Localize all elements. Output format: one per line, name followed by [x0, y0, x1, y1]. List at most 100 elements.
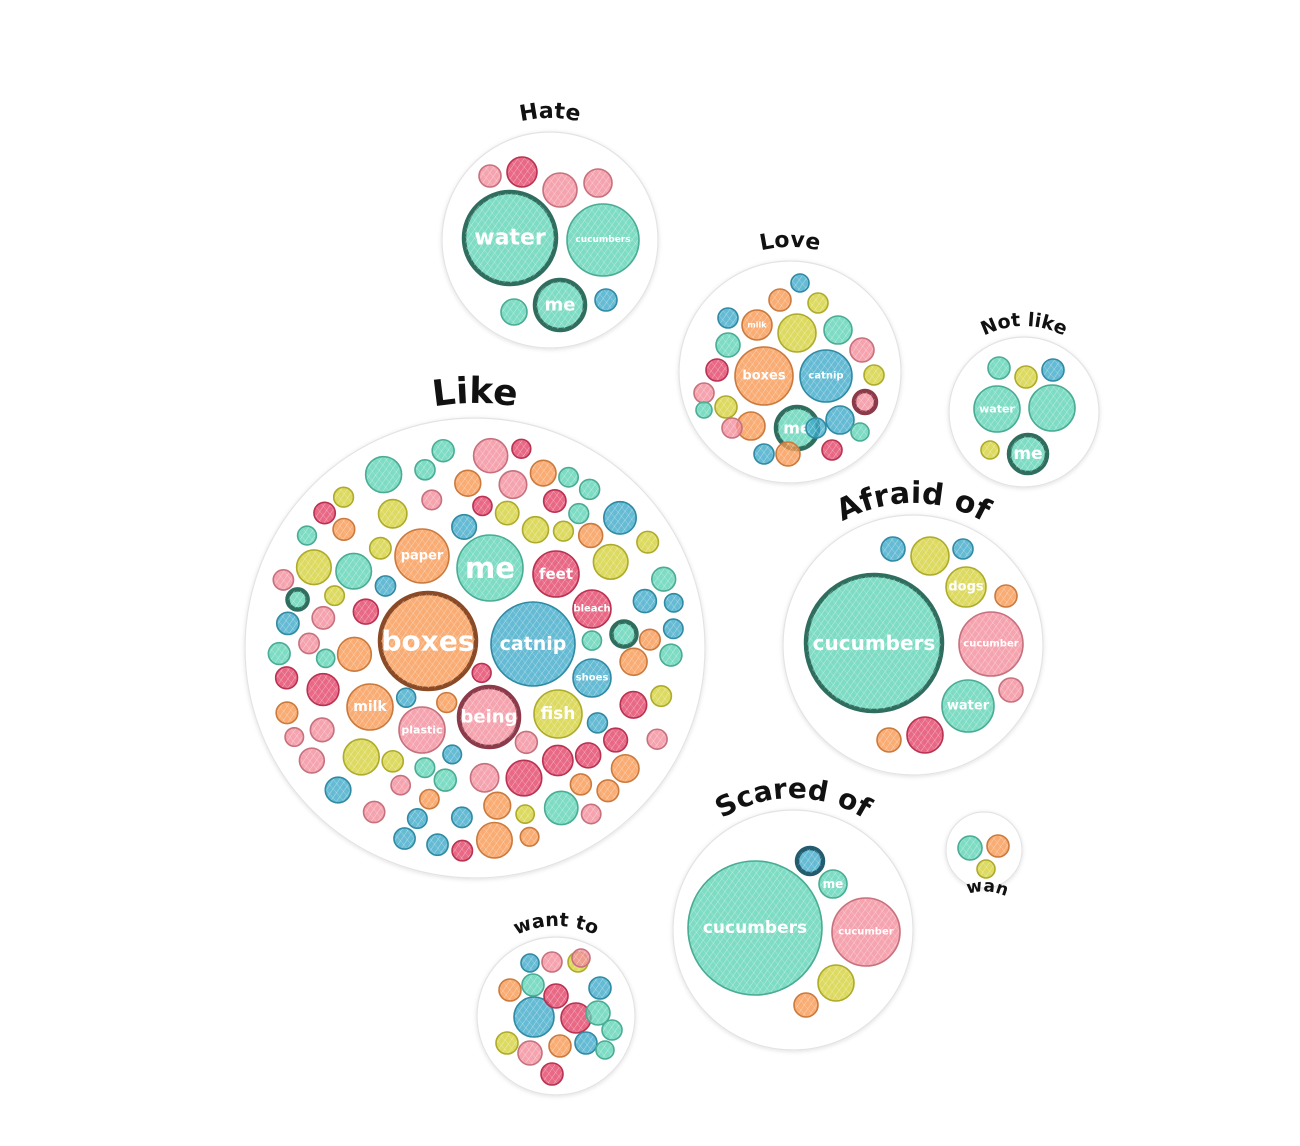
bubble-catnip[interactable]: catnip [799, 349, 853, 403]
bubble[interactable] [588, 976, 612, 1000]
bubble[interactable] [433, 768, 458, 792]
bubble[interactable] [638, 628, 662, 651]
bubble[interactable] [863, 364, 885, 386]
bubble-catnip[interactable]: catnip [490, 601, 576, 687]
bubble[interactable] [436, 691, 458, 714]
bubble[interactable] [414, 757, 436, 779]
bubble[interactable] [541, 951, 563, 973]
bubble-paper[interactable]: paper [394, 528, 450, 584]
bubble-water[interactable]: water [461, 189, 559, 287]
bubble[interactable] [777, 313, 817, 353]
bubble[interactable] [414, 458, 436, 481]
bubble[interactable] [426, 833, 449, 857]
bubble[interactable] [451, 839, 474, 862]
bubble[interactable] [451, 513, 478, 541]
bubble[interactable] [849, 337, 875, 363]
bubble[interactable] [1014, 365, 1038, 389]
bubble[interactable] [906, 716, 944, 754]
bubble[interactable] [284, 726, 305, 748]
bubble[interactable] [381, 749, 405, 773]
bubble[interactable] [498, 470, 528, 500]
bubble-water[interactable]: water [941, 679, 995, 733]
bubble[interactable] [568, 502, 590, 525]
bubble[interactable] [548, 1034, 572, 1058]
bubble[interactable] [454, 469, 482, 497]
bubble[interactable] [823, 315, 853, 345]
bubble[interactable] [1041, 358, 1065, 382]
bubble[interactable] [910, 536, 950, 576]
bubble[interactable] [986, 834, 1010, 858]
bubble[interactable] [578, 478, 601, 501]
bubble[interactable] [520, 953, 540, 973]
bubble[interactable] [442, 744, 463, 765]
bubble[interactable] [362, 800, 386, 824]
bubble[interactable] [876, 727, 902, 753]
bubble-milk[interactable]: milk [346, 683, 394, 731]
bubble[interactable] [594, 288, 618, 312]
bubble[interactable] [632, 588, 658, 614]
bubble[interactable] [513, 996, 555, 1038]
bubble[interactable] [825, 405, 855, 435]
bubble[interactable] [519, 826, 540, 847]
bubble[interactable] [805, 417, 827, 439]
bubble[interactable] [285, 587, 310, 612]
bubble[interactable] [577, 522, 604, 549]
bubble[interactable] [998, 677, 1024, 703]
bubble[interactable] [506, 156, 538, 188]
bubble[interactable] [715, 332, 741, 358]
bubble[interactable] [736, 411, 766, 441]
bubble[interactable] [421, 489, 443, 511]
bubble[interactable] [585, 1000, 611, 1026]
bubble-cucumber[interactable]: cucumber [958, 611, 1024, 677]
bubble[interactable] [586, 712, 609, 734]
bubble-cucumber[interactable]: cucumber [831, 897, 901, 967]
bubble-bleach[interactable]: bleach [572, 589, 612, 629]
bubble-me[interactable]: me [1006, 432, 1050, 476]
bubble[interactable] [793, 992, 819, 1018]
bubble-shoes[interactable]: shoes [572, 658, 612, 698]
bubble[interactable] [952, 538, 974, 560]
bubble[interactable] [298, 632, 320, 655]
bubble[interactable] [472, 437, 509, 474]
bubble[interactable] [542, 172, 578, 208]
bubble[interactable] [601, 1019, 623, 1041]
bubble[interactable] [976, 859, 996, 879]
bubble[interactable] [659, 643, 683, 667]
bubble[interactable] [483, 791, 512, 820]
bubble[interactable] [368, 536, 392, 560]
bubble[interactable] [335, 552, 373, 590]
bubble[interactable] [821, 439, 843, 461]
bubble[interactable] [515, 804, 536, 825]
bubble[interactable] [569, 773, 593, 796]
bubble-being[interactable]: being [456, 684, 522, 750]
bubble[interactable] [267, 641, 291, 666]
bubble[interactable] [521, 515, 550, 544]
bubble[interactable] [592, 543, 629, 580]
bubble[interactable] [980, 440, 1000, 460]
bubble[interactable] [505, 759, 543, 797]
bubble[interactable] [529, 459, 557, 487]
bubble[interactable] [610, 753, 640, 784]
bubble[interactable] [540, 1062, 564, 1086]
bubble[interactable] [714, 395, 738, 419]
bubble-milk[interactable]: milk [741, 309, 773, 341]
bubble-water[interactable]: water [973, 385, 1021, 433]
bubble[interactable] [574, 1031, 598, 1055]
bubble[interactable] [602, 727, 629, 753]
bubble[interactable] [494, 500, 520, 526]
bubble[interactable] [431, 438, 455, 463]
bubble[interactable] [324, 585, 346, 607]
bubble[interactable] [574, 742, 602, 769]
bubble[interactable] [498, 978, 522, 1002]
bubble[interactable] [851, 388, 879, 416]
bubble[interactable] [332, 517, 356, 541]
bubble[interactable] [541, 744, 574, 777]
bubble-me[interactable]: me [532, 277, 588, 333]
bubble[interactable] [1028, 384, 1076, 432]
bubble[interactable] [475, 821, 513, 859]
bubble[interactable] [543, 983, 569, 1009]
bubble[interactable] [495, 1031, 519, 1055]
bubble[interactable] [717, 307, 739, 329]
bubble[interactable] [596, 779, 620, 803]
bubble-cucumbers[interactable]: cucumbers [803, 572, 945, 714]
